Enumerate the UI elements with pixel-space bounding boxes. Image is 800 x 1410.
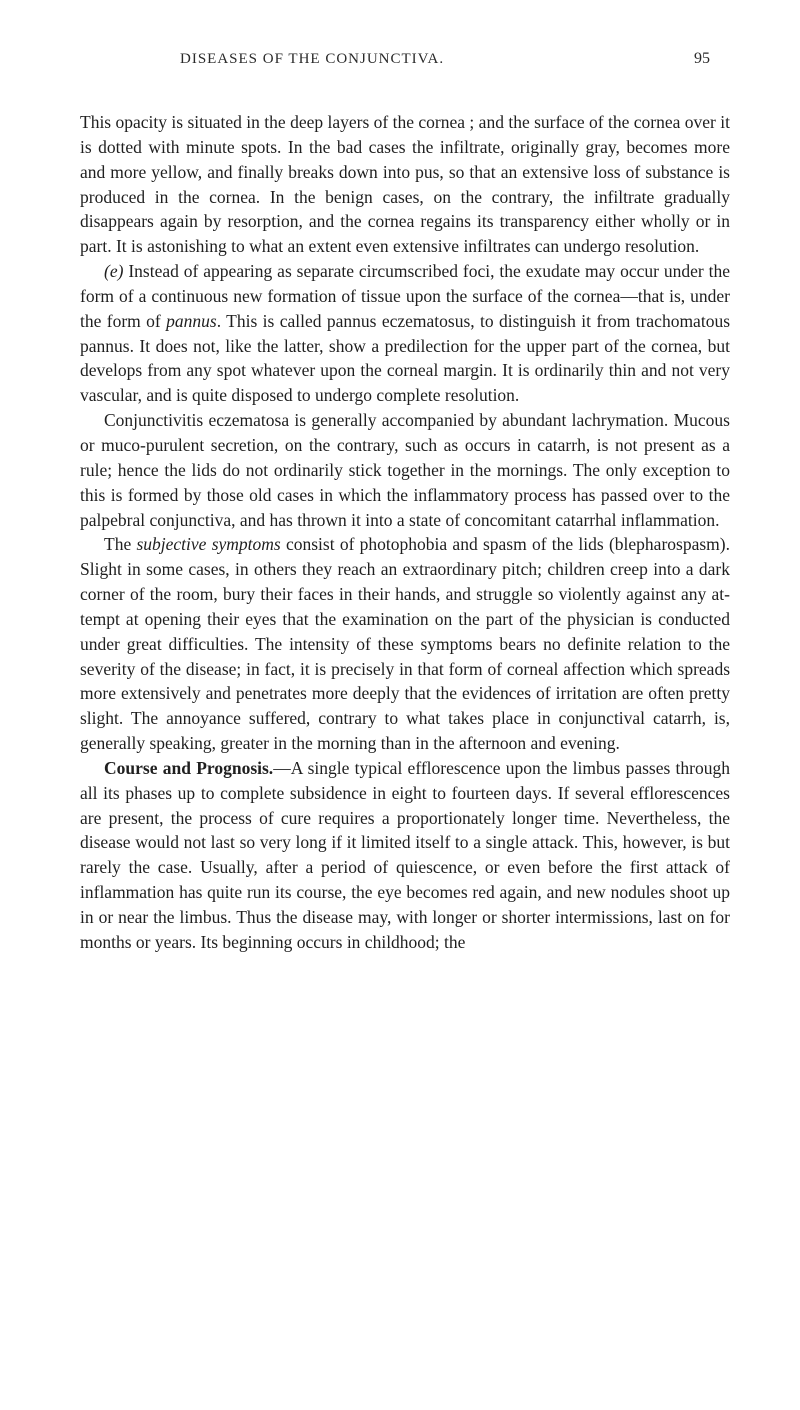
paragraph-4: The subjective symptoms consist of photo… [80, 532, 730, 756]
paragraph-4-text2: consist of photophobia and spasm of the … [80, 534, 730, 753]
header-title: DISEASES OF THE CONJUNCTIVA. [180, 51, 444, 68]
page-header: DISEASES OF THE CONJUNCTIVA. 95 [80, 50, 730, 68]
paragraph-1: This opacity is situated in the deep lay… [80, 110, 730, 259]
paragraph-2-italic-pannus: pannus [166, 311, 217, 331]
paragraph-3-text: Conjunctivitis eczematosa is generally a… [80, 410, 730, 529]
body-text: This opacity is situated in the deep lay… [80, 110, 730, 955]
paragraph-2: (e) Instead of appearing as separate cir… [80, 259, 730, 408]
page-number: 95 [694, 50, 710, 68]
paragraph-5-text: —A single typical efflorescence upon the… [80, 758, 730, 952]
paragraph-5: Course and Prognosis.—A single typical e… [80, 756, 730, 955]
paragraph-4-text1: The [104, 534, 136, 554]
paragraph-5-heading: Course and Prognosis. [104, 758, 273, 778]
paragraph-1-text: This opacity is situated in the deep lay… [80, 112, 730, 256]
paragraph-2-label: (e) [104, 261, 123, 281]
paragraph-4-italic-symptoms: subjective symptoms [136, 534, 280, 554]
document-page: DISEASES OF THE CONJUNCTIVA. 95 This opa… [0, 0, 800, 1410]
paragraph-3: Conjunctivitis eczematosa is generally a… [80, 408, 730, 532]
